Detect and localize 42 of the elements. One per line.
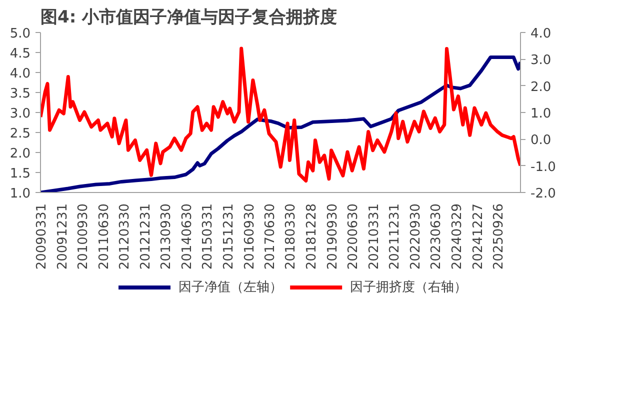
x-tick-label: 20130930 [159, 203, 174, 270]
x-tick-label: 20240329 [450, 203, 465, 270]
x-tick-label: 20100930 [76, 203, 92, 270]
legend-label: 因子拥挤度（右轴） [350, 279, 467, 295]
y2-tick-label: -2.0 [530, 186, 556, 202]
x-tick-label: 20170630 [263, 203, 278, 270]
y2-tick-label: 4.0 [530, 26, 552, 42]
x-tick-label: 20120330 [118, 203, 133, 270]
y-tick-label: 5.0 [10, 26, 31, 42]
x-tick-label: 20211231 [388, 203, 403, 270]
x-tick-label: 20160930 [242, 203, 258, 270]
x-tick-label: 20151231 [221, 203, 236, 270]
x-tick-label: 20220930 [408, 203, 424, 270]
x-tick-label: 20110630 [96, 203, 112, 270]
y2-tick-label: 0.0 [530, 133, 552, 148]
legend-label: 因子净值（左轴） [178, 280, 282, 295]
x-tick-label: 20121231 [138, 203, 154, 270]
y-tick-label: 1.5 [10, 166, 31, 182]
x-tick-label: 20210331 [366, 203, 382, 270]
y-tick-label: 4.0 [10, 66, 31, 82]
y-tick-label: 3.5 [10, 86, 31, 102]
x-tick-label: 20250926 [492, 203, 507, 270]
x-tick-label: 20150331 [200, 203, 216, 270]
y2-tick-label: 3.0 [530, 53, 552, 68]
x-tick-label: 20230630 [429, 203, 444, 270]
x-tick-label: 20140630 [180, 203, 195, 270]
y2-tick-label: -1.0 [530, 160, 556, 175]
x-tick-label: 20241227 [470, 203, 486, 270]
x-tick-label: 20090331 [34, 203, 50, 270]
y2-tick-label: 2.0 [530, 80, 552, 95]
x-tick-label: 20180330 [284, 203, 299, 270]
y2-tick-label: 1.0 [530, 106, 552, 122]
y-tick-label: 3.0 [10, 106, 31, 122]
y-tick-label: 1.0 [10, 186, 31, 202]
y-tick-label: 4.5 [10, 46, 31, 62]
x-tick-label: 20200630 [346, 203, 362, 270]
y-tick-label: 2.5 [10, 126, 31, 142]
x-tick-label: 20190930 [325, 203, 340, 270]
x-tick-label: 20091231 [55, 203, 70, 270]
y-tick-label: 2.0 [10, 146, 31, 162]
chart-title: 图4: 小市值因子净值与因子复合拥挤度 [40, 8, 338, 28]
x-tick-label: 20181228 [304, 203, 320, 270]
